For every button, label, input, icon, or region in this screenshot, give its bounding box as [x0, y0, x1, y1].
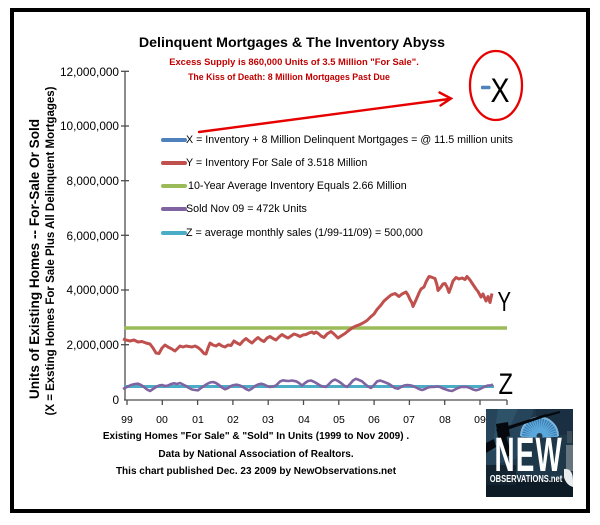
svg-text:Z: Z: [499, 368, 514, 401]
svg-text:Y: Y: [498, 286, 512, 317]
svg-text:X: X: [491, 72, 510, 110]
svg-text:OBSERVATIONS.net: OBSERVATIONS.net: [490, 473, 562, 484]
svg-text:NEW: NEW: [494, 428, 562, 482]
